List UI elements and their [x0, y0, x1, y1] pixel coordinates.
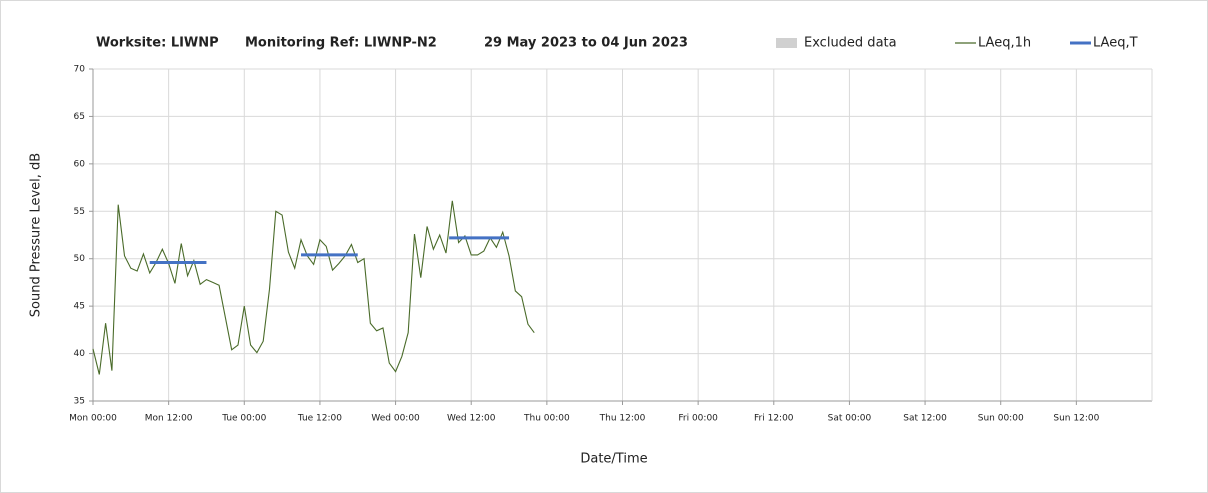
x-tick-label: Tue 12:00 [297, 414, 342, 424]
x-tick-label: Sun 12:00 [1053, 414, 1099, 424]
y-tick-label: 50 [74, 254, 86, 264]
y-tick-label: 35 [74, 397, 85, 407]
x-tick-label: Thu 12:00 [599, 414, 646, 424]
y-tick-label: 40 [74, 349, 86, 359]
y-tick-label: 60 [74, 159, 86, 169]
legend-label: Excluded data [804, 36, 897, 51]
x-tick-label: Wed 12:00 [447, 414, 496, 424]
x-tick-label: Thu 00:00 [523, 414, 570, 424]
y-tick-label: 45 [74, 302, 85, 312]
y-axis-title: Sound Pressure Level, dB [29, 153, 44, 317]
line-series [92, 200, 535, 375]
legend-swatch [776, 38, 797, 48]
x-tick-label: Mon 12:00 [145, 414, 193, 424]
x-tick-label: Tue 00:00 [221, 414, 266, 424]
x-tick-label: Sun 00:00 [978, 414, 1024, 424]
y-tick-label: 55 [74, 207, 85, 217]
chart-title: Monitoring Ref: LIWNP-N2 [245, 36, 437, 51]
chart-title: 29 May 2023 to 04 Jun 2023 [484, 36, 688, 51]
legend-label: LAeq,1h [978, 36, 1031, 51]
x-axis-title: Date/Time [580, 452, 647, 467]
x-tick-label: Fri 12:00 [754, 414, 794, 424]
legend-label: LAeq,T [1093, 36, 1138, 51]
x-tick-label: Wed 00:00 [371, 414, 420, 424]
y-tick-label: 70 [74, 65, 86, 75]
x-tick-label: Sat 00:00 [828, 414, 872, 424]
chart-title: Worksite: LIWNP [96, 36, 219, 51]
x-tick-label: Fri 00:00 [678, 414, 718, 424]
x-tick-label: Sat 12:00 [903, 414, 947, 424]
y-tick-label: 65 [74, 112, 85, 122]
x-tick-label: Mon 00:00 [69, 414, 117, 424]
